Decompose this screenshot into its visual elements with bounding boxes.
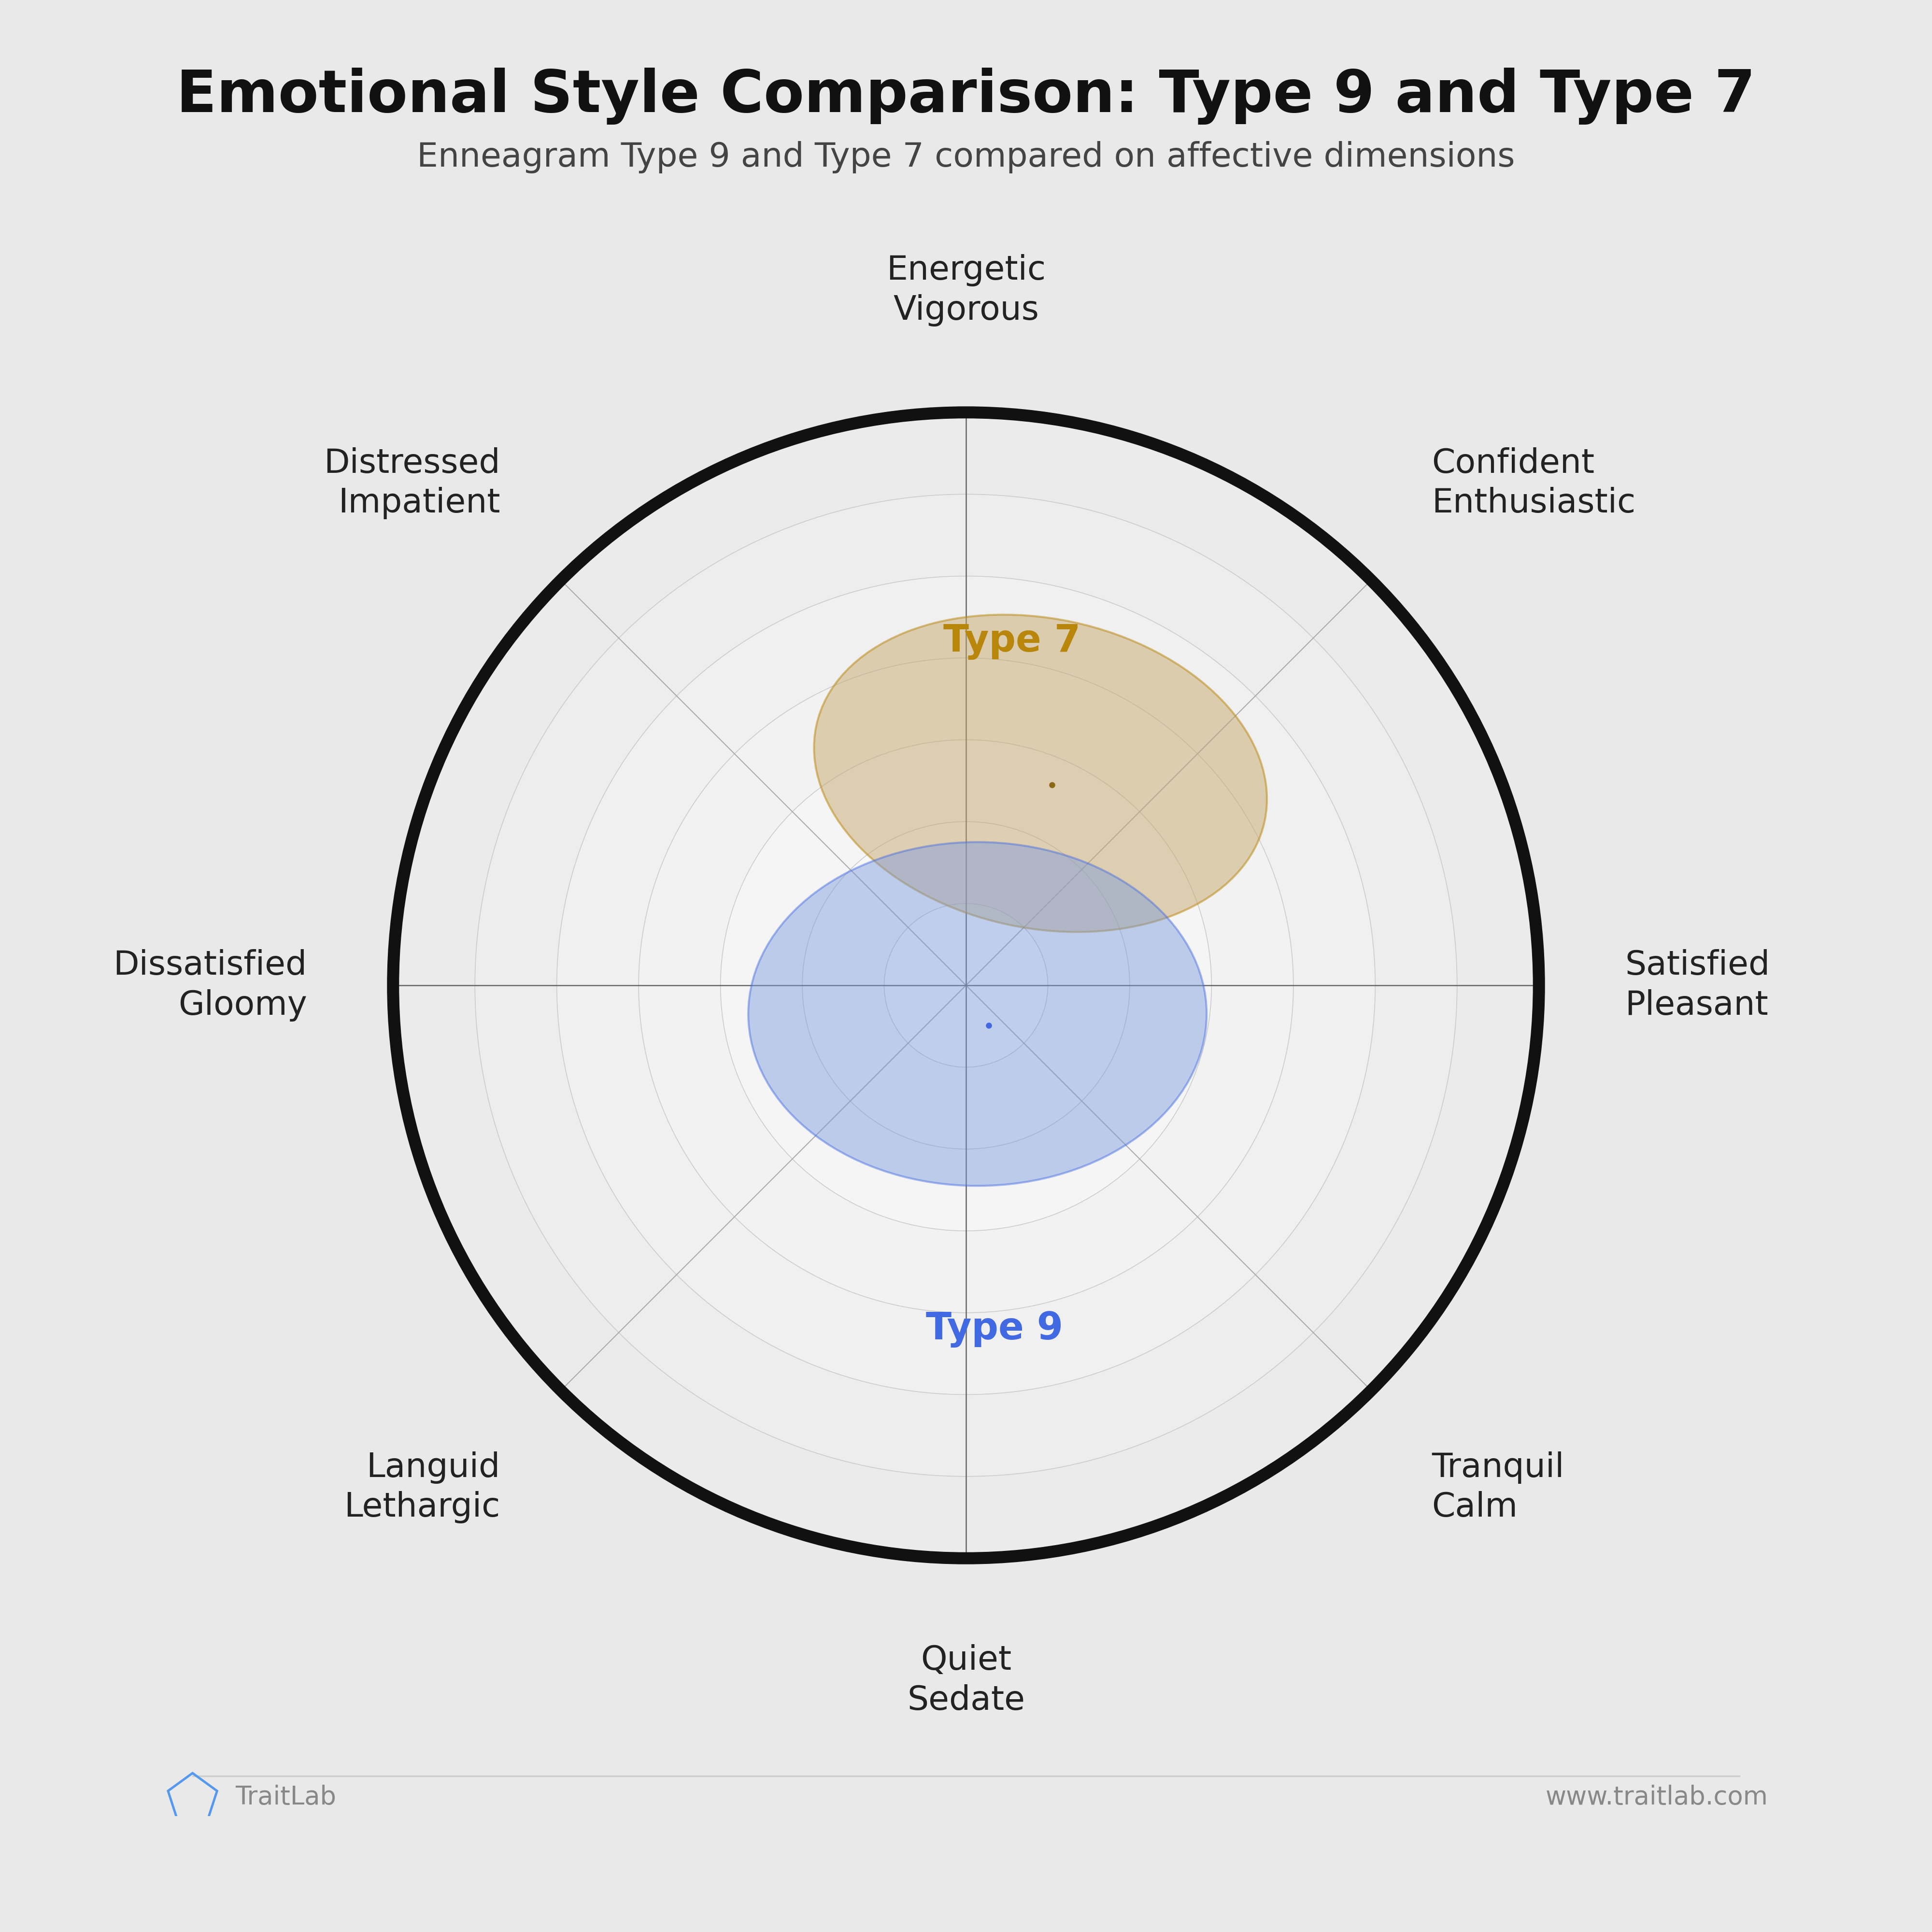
- Text: TraitLab: TraitLab: [236, 1785, 336, 1810]
- Text: Languid
Lethargic: Languid Lethargic: [344, 1451, 500, 1524]
- Text: Satisfied
Pleasant: Satisfied Pleasant: [1625, 949, 1770, 1022]
- Circle shape: [802, 821, 1130, 1150]
- Ellipse shape: [813, 614, 1267, 931]
- Text: Quiet
Sedate: Quiet Sedate: [908, 1644, 1024, 1718]
- Circle shape: [639, 659, 1293, 1312]
- Circle shape: [721, 740, 1211, 1231]
- Text: Tranquil
Calm: Tranquil Calm: [1432, 1451, 1565, 1524]
- Text: Confident
Enthusiastic: Confident Enthusiastic: [1432, 446, 1636, 520]
- Ellipse shape: [748, 842, 1208, 1186]
- Text: www.traitlab.com: www.traitlab.com: [1546, 1785, 1768, 1810]
- Text: Type 7: Type 7: [943, 624, 1080, 661]
- Text: Distressed
Impatient: Distressed Impatient: [323, 446, 500, 520]
- Text: Enneagram Type 9 and Type 7 compared on affective dimensions: Enneagram Type 9 and Type 7 compared on …: [417, 141, 1515, 174]
- Text: Emotional Style Comparison: Type 9 and Type 7: Emotional Style Comparison: Type 9 and T…: [176, 68, 1756, 124]
- Circle shape: [556, 576, 1376, 1395]
- Circle shape: [885, 904, 1047, 1066]
- Circle shape: [475, 495, 1457, 1476]
- Circle shape: [392, 412, 1540, 1559]
- Text: Dissatisfied
Gloomy: Dissatisfied Gloomy: [114, 949, 307, 1022]
- Text: Energetic
Vigorous: Energetic Vigorous: [887, 253, 1045, 327]
- Text: Type 9: Type 9: [925, 1310, 1063, 1347]
